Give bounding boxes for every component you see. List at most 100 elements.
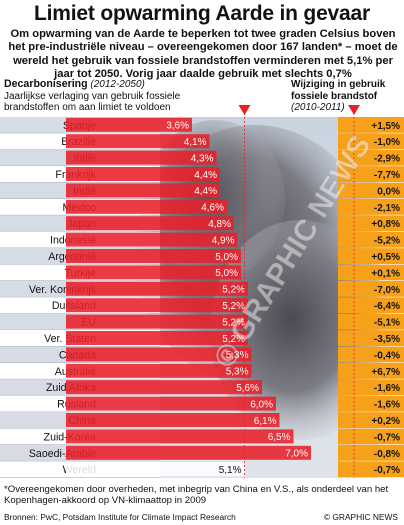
bar-value-label: 5,3% (226, 350, 249, 361)
decarbonisation-header: Decarbonisering (2012-2050) Jaarlijkse v… (4, 78, 254, 114)
bar (66, 281, 248, 296)
change-cell (338, 182, 404, 199)
change-cell (338, 330, 404, 346)
change-cell (338, 395, 404, 412)
bar (66, 380, 262, 395)
bar-value-label: 6,5% (268, 432, 291, 443)
decarbonisation-years: (2012-2050) (90, 79, 145, 90)
bar (66, 150, 217, 165)
bar-value-label: 5,0% (215, 252, 238, 263)
source: Bronnen: PwC, Potsdam Institute for Clim… (4, 512, 236, 522)
change-cell (338, 166, 404, 182)
change-cell (338, 379, 404, 396)
bar (66, 167, 220, 181)
bar (66, 216, 234, 231)
change-cell (338, 264, 404, 281)
bar-value-label: 7,0% (285, 449, 308, 460)
change-cell (338, 215, 404, 232)
change-value-label: -0,7% (374, 465, 400, 476)
bar-value-label: 5,2% (222, 301, 245, 312)
change-value-label: +0,1% (371, 268, 400, 279)
bar-value-label: 5,6% (236, 383, 259, 394)
bar (66, 462, 245, 477)
change-cell (338, 133, 404, 150)
change-value-label: +1,5% (371, 121, 400, 132)
change-cell (338, 281, 404, 297)
bar-value-label: 5,2% (222, 317, 245, 328)
change-value-label: -3,5% (374, 334, 400, 345)
change-cell (338, 461, 404, 478)
bar (66, 363, 252, 378)
change-value-label: +0,5% (371, 252, 400, 263)
change-value-label: -5,1% (374, 318, 400, 329)
change-value-label: -1,0% (374, 137, 400, 148)
bar-value-label: 5,0% (215, 268, 238, 279)
bar (66, 117, 192, 132)
change-value-label: -1,6% (374, 383, 400, 394)
change-value-label: 0,0% (377, 186, 400, 197)
bar-value-label: 4,6% (201, 203, 224, 214)
world-change-marker (348, 105, 360, 115)
bar-value-label: 5,2% (222, 334, 245, 345)
footnote: *Overeengekomen door overheden, met inbe… (4, 484, 389, 507)
bar-value-label: 4,4% (194, 186, 217, 197)
bar (66, 445, 311, 460)
page-title: Limiet opwarming Aarde in gevaar (34, 2, 370, 25)
bar-value-label: 4,3% (191, 153, 214, 164)
bar (66, 232, 238, 247)
bar (66, 249, 241, 263)
bar-value-label: 5,3% (226, 367, 249, 378)
change-title-2: fossiele brandstof (291, 90, 378, 102)
change-cell (338, 297, 404, 314)
change-cell (338, 248, 404, 264)
bar-value-label: 5,1% (219, 465, 242, 476)
change-value-label: -1,6% (374, 400, 400, 411)
change-value-label: +0,8% (371, 219, 400, 230)
bar (66, 199, 227, 214)
bar-value-label: 3,6% (166, 121, 189, 132)
change-value-label: -7,7% (374, 170, 400, 181)
change-value-label: -7,0% (374, 285, 400, 296)
bar-value-label: 4,1% (184, 137, 207, 148)
change-cell (338, 428, 404, 445)
credit: © GRAPHIC NEWS (323, 512, 398, 522)
change-cell (338, 445, 404, 461)
bar (66, 413, 280, 427)
world-target-marker (238, 105, 251, 115)
change-cell (338, 313, 404, 330)
decarbonisation-desc-1: Jaarlijkse verlaging van gebruik fossiel… (4, 90, 181, 102)
bar (66, 396, 276, 411)
bar (66, 331, 248, 345)
bar (66, 429, 294, 444)
change-cell (338, 231, 404, 248)
change-value-label: -0,7% (374, 432, 400, 443)
bar-value-label: 6,0% (250, 399, 273, 410)
change-value-label: -2,1% (374, 203, 400, 214)
change-value-label: +0,2% (371, 416, 400, 427)
change-cell (338, 412, 404, 428)
change-value-label: -0,4% (374, 350, 400, 361)
change-cell (338, 149, 404, 166)
change-years: (2010-2011) (291, 102, 345, 114)
bar-value-label: 5,2% (222, 285, 245, 296)
bar (66, 314, 248, 329)
change-title-1: Wijziging in gebruik (291, 79, 386, 90)
change-cell (338, 117, 404, 133)
change-value-label: -5,2% (374, 236, 400, 247)
change-value-label: -0,8% (374, 449, 400, 460)
change-header: Wijziging in gebruik fossiele brandstof … (291, 79, 404, 114)
bar (66, 183, 220, 198)
bar-value-label: 6,1% (254, 416, 277, 427)
change-cell (338, 199, 404, 215)
bar (66, 347, 252, 362)
bar-value-label: 4,4% (194, 170, 217, 181)
bar (66, 265, 241, 280)
bar-value-label: 4,8% (208, 219, 231, 230)
subtitle: Om opwarming van de Aarde te beperken to… (8, 28, 398, 81)
change-value-label: +6,7% (371, 367, 400, 378)
change-value-label: -6,4% (374, 301, 400, 312)
bar-value-label: 4,9% (212, 235, 235, 246)
change-value-label: -2,9% (374, 154, 400, 165)
decarbonisation-title: Decarbonisering (4, 78, 88, 90)
